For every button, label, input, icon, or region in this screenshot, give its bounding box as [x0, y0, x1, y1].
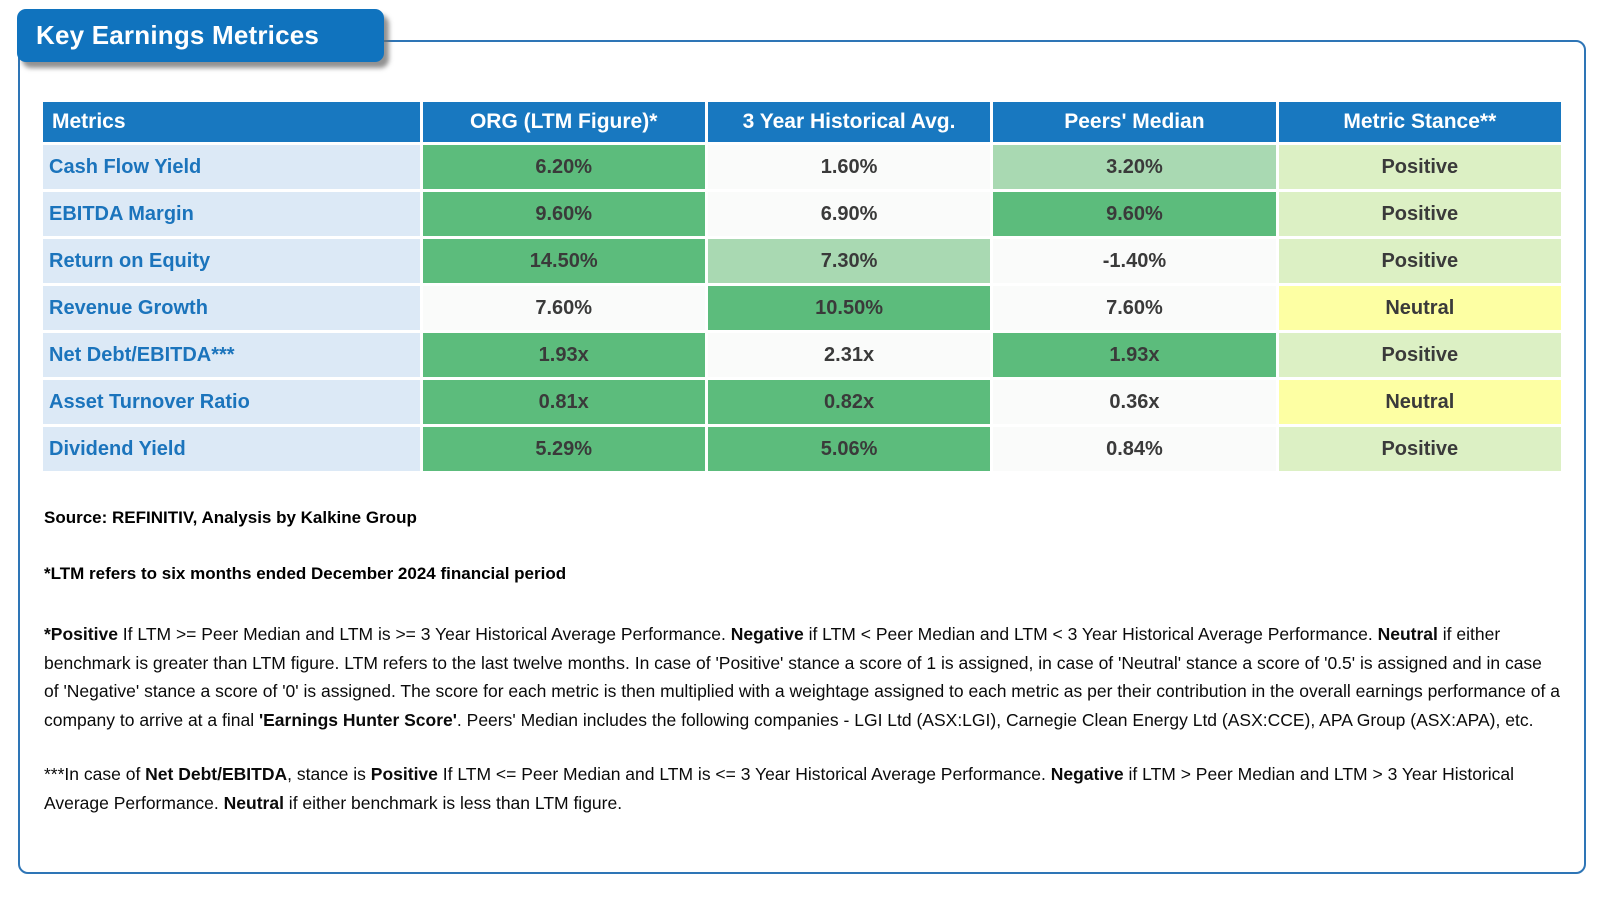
metric-name: Return on Equity [43, 239, 420, 283]
header-metric-stance: Metric Stance** [1278, 102, 1561, 142]
ltm-value: 6.20% [422, 145, 705, 189]
peers-median-value: -1.40% [993, 239, 1276, 283]
ltm-value: 14.50% [422, 239, 705, 283]
peers-median-value: 0.36x [993, 380, 1276, 424]
table-row: Return on Equity 14.50% 7.30% -1.40% Pos… [43, 239, 1561, 283]
peers-median-value: 1.93x [993, 333, 1276, 377]
stance-value: Positive [1278, 239, 1561, 283]
net-debt-methodology-note: ***In case of Net Debt/EBITDA, stance is… [44, 764, 1515, 813]
stance-value: Positive [1278, 333, 1561, 377]
ltm-note: *LTM refers to six months ended December… [44, 564, 567, 583]
table-row: Net Debt/EBITDA*** 1.93x 2.31x 1.93x Pos… [43, 333, 1561, 377]
hist-avg-value: 1.60% [707, 145, 991, 189]
page-title: Key Earnings Metrices [36, 20, 320, 50]
stance-value: Positive [1278, 145, 1561, 189]
stance-value: Positive [1278, 427, 1561, 471]
stance-methodology-note: *Positive If LTM >= Peer Median and LTM … [44, 624, 1560, 730]
header-ltm-figure: ORG (LTM Figure)* [422, 102, 705, 142]
header-historical-avg: 3 Year Historical Avg. [707, 102, 991, 142]
header-peers-median: Peers' Median [993, 102, 1276, 142]
report-title-badge: Key Earnings Metrices [17, 9, 384, 62]
peers-median-value: 7.60% [993, 286, 1276, 330]
hist-avg-value: 6.90% [707, 192, 991, 236]
table-header-row: Metrics ORG (LTM Figure)* 3 Year Histori… [43, 102, 1561, 142]
ltm-value: 1.93x [422, 333, 705, 377]
table-row: EBITDA Margin 9.60% 6.90% 9.60% Positive [43, 192, 1561, 236]
metric-name: Dividend Yield [43, 427, 420, 471]
metrics-table-body: Cash Flow Yield 6.20% 1.60% 3.20% Positi… [43, 145, 1561, 471]
report-card: Metrics ORG (LTM Figure)* 3 Year Histori… [18, 40, 1586, 874]
stance-value: Neutral [1278, 286, 1561, 330]
table-row: Dividend Yield 5.29% 5.06% 0.84% Positiv… [43, 427, 1561, 471]
hist-avg-value: 5.06% [707, 427, 991, 471]
stance-value: Neutral [1278, 380, 1561, 424]
hist-avg-value: 7.30% [707, 239, 991, 283]
hist-avg-value: 10.50% [707, 286, 991, 330]
metrics-table: Metrics ORG (LTM Figure)* 3 Year Histori… [40, 99, 1564, 474]
header-metrics: Metrics [43, 102, 420, 142]
ltm-value: 5.29% [422, 427, 705, 471]
metric-name: Asset Turnover Ratio [43, 380, 420, 424]
table-row: Cash Flow Yield 6.20% 1.60% 3.20% Positi… [43, 145, 1561, 189]
table-row: Revenue Growth 7.60% 10.50% 7.60% Neutra… [43, 286, 1561, 330]
metric-name: EBITDA Margin [43, 192, 420, 236]
metric-name: Revenue Growth [43, 286, 420, 330]
stance-value: Positive [1278, 192, 1561, 236]
peers-median-value: 0.84% [993, 427, 1276, 471]
ltm-value: 9.60% [422, 192, 705, 236]
hist-avg-value: 2.31x [707, 333, 991, 377]
footnotes: Source: REFINITIV, Analysis by Kalkine G… [40, 508, 1564, 817]
hist-avg-value: 0.82x [707, 380, 991, 424]
peers-median-value: 9.60% [993, 192, 1276, 236]
metric-name: Cash Flow Yield [43, 145, 420, 189]
table-row: Asset Turnover Ratio 0.81x 0.82x 0.36x N… [43, 380, 1561, 424]
metric-name: Net Debt/EBITDA*** [43, 333, 420, 377]
peers-median-value: 3.20% [993, 145, 1276, 189]
source-note: Source: REFINITIV, Analysis by Kalkine G… [44, 508, 417, 527]
ltm-value: 7.60% [422, 286, 705, 330]
ltm-value: 0.81x [422, 380, 705, 424]
